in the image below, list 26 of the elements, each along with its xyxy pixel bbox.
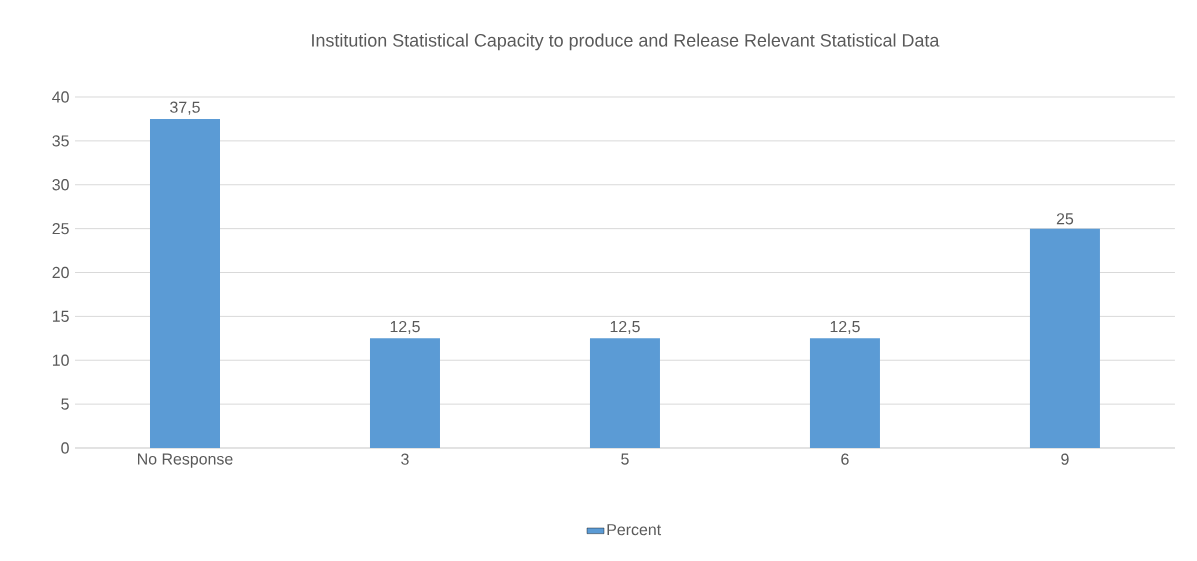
y-tick-label: 0 (61, 442, 69, 454)
y-tick-label: 5 (61, 398, 69, 410)
x-tick-label: 6 (841, 453, 849, 465)
y-tick-label: 15 (52, 310, 69, 322)
x-tick-label: No Response (138, 453, 233, 468)
y-tick-label: 20 (52, 266, 69, 279)
x-tick-label: 5 (621, 453, 629, 465)
y-tick-label: 40 (52, 91, 69, 103)
bar (589, 338, 660, 448)
y-tick-label: 35 (52, 135, 69, 147)
data-label: 12,5 (610, 320, 640, 335)
y-tick-label: 30 (52, 179, 69, 191)
x-tick-label: 3 (401, 453, 409, 465)
bar (809, 338, 880, 448)
bar (149, 118, 220, 448)
legend-label: Percent (607, 524, 662, 536)
data-label: 25 (1056, 213, 1074, 225)
bar (369, 338, 440, 448)
chart-title: Institution Statistical Capacity to produce and Release Relevant Statistical Data (312, 33, 940, 51)
data-label: 12,5 (390, 320, 420, 335)
data-label: 12,5 (830, 320, 860, 335)
bar (1029, 228, 1100, 448)
y-tick-label: 25 (52, 222, 69, 235)
x-tick-label: 9 (1061, 453, 1069, 465)
data-label: 37,5 (170, 101, 200, 115)
y-tick-label: 10 (52, 354, 69, 366)
